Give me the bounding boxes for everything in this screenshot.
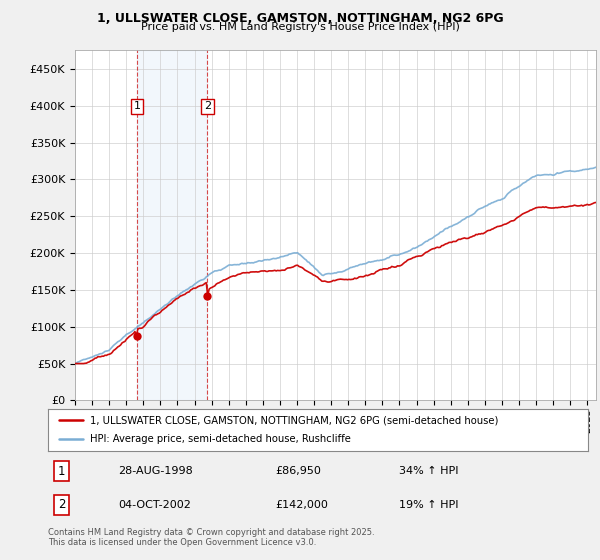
Text: 2: 2 <box>204 101 211 111</box>
Text: 1: 1 <box>58 465 65 478</box>
Text: 2: 2 <box>58 498 65 511</box>
Text: 1: 1 <box>134 101 140 111</box>
Text: Price paid vs. HM Land Registry's House Price Index (HPI): Price paid vs. HM Land Registry's House … <box>140 22 460 32</box>
Text: £142,000: £142,000 <box>275 500 328 510</box>
Text: 34% ↑ HPI: 34% ↑ HPI <box>399 466 458 476</box>
Bar <box>137 50 208 400</box>
Text: £86,950: £86,950 <box>275 466 320 476</box>
Text: HPI: Average price, semi-detached house, Rushcliffe: HPI: Average price, semi-detached house,… <box>90 435 351 445</box>
Text: Contains HM Land Registry data © Crown copyright and database right 2025.
This d: Contains HM Land Registry data © Crown c… <box>48 528 374 547</box>
Text: 19% ↑ HPI: 19% ↑ HPI <box>399 500 458 510</box>
Text: 28-AUG-1998: 28-AUG-1998 <box>118 466 193 476</box>
Text: 1, ULLSWATER CLOSE, GAMSTON, NOTTINGHAM, NG2 6PG: 1, ULLSWATER CLOSE, GAMSTON, NOTTINGHAM,… <box>97 12 503 25</box>
Text: 1, ULLSWATER CLOSE, GAMSTON, NOTTINGHAM, NG2 6PG (semi-detached house): 1, ULLSWATER CLOSE, GAMSTON, NOTTINGHAM,… <box>90 415 499 425</box>
Text: 04-OCT-2002: 04-OCT-2002 <box>118 500 191 510</box>
